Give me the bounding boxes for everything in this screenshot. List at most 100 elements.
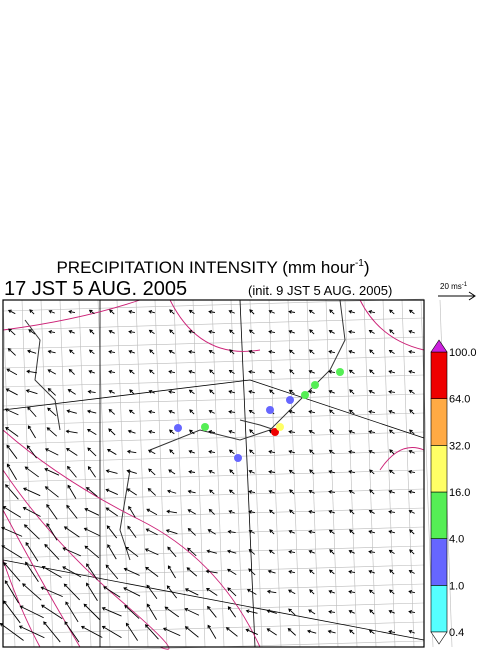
title-main: PRECIPITATION INTENSITY (mm hour [56,258,355,277]
colorbar-segment [430,491,448,539]
wind-arrow [147,487,156,496]
wind-arrow [289,369,295,375]
colorbar-under [430,631,448,645]
wind-arrow [309,329,315,335]
grid-line [2,374,425,388]
wind-arrow [209,389,215,395]
wind-arrow [328,329,335,334]
wind-arrow [409,529,415,535]
wind-arrow [368,589,375,595]
wind-arrow [228,509,235,514]
wind-arrow [43,621,61,643]
wind-arrow [46,427,58,437]
wind-arrow [306,629,317,634]
wind-arrow [227,587,237,597]
rain-cell [174,424,182,432]
colorbar-label: 100.0 [449,347,477,359]
wind-arrow [388,549,395,554]
wind-arrow [40,604,63,620]
grid-line [230,299,244,648]
wind-arrow [167,565,176,579]
wind-arrow [25,541,39,562]
wind-arrow [369,369,375,375]
wind-arrow [266,628,277,636]
wind-arrow [188,309,195,315]
wind-arrow [408,489,416,494]
wind-arrow [148,309,156,314]
grid-line [2,621,425,635]
wind-arrow [7,309,16,315]
wind-arrow [328,449,335,455]
wind-arrow [348,429,355,434]
wind-arrow [288,529,295,534]
wind-arrow [348,309,356,314]
wind-arrow [128,505,136,518]
wind-arrow [44,448,59,456]
rain-cell [286,396,294,404]
wind-arrow [22,506,41,517]
wind-arrow [248,369,256,374]
wind-arrow [149,369,155,375]
wind-arrow [184,607,200,616]
wind-arrow [388,629,396,634]
wind-arrow [388,489,395,494]
grid-line [59,299,73,648]
wind-arrow [63,583,80,601]
wind-arrow [368,449,375,454]
grid-line [2,317,425,331]
wind-arrow [209,489,215,495]
wind-arrow [409,409,415,415]
grid-line [2,431,425,445]
wind-arrow [309,469,315,475]
wind-arrow [268,449,276,454]
wind-arrow [389,329,395,335]
wind-arrow [29,309,35,315]
wind-arrow [47,369,57,375]
wind-arrow [188,389,195,395]
wind-arrow [208,429,216,434]
wind-arrow [269,529,275,535]
wind-arrow [408,309,415,315]
colorbar-segment [430,445,448,493]
wind-arrow [206,587,218,596]
wind-arrow [388,429,395,435]
wind-arrow [3,562,21,582]
wind-arrow [105,488,118,495]
wind-arrow [228,369,235,374]
wind-arrow [329,429,335,435]
wind-arrow [368,549,376,554]
wind-arrow [128,409,135,415]
wind-arrow [266,589,277,594]
wind-arrow [1,526,23,537]
wind-arrow [348,569,356,574]
wind-arrow [146,508,158,516]
wind-arrow [268,549,275,555]
wind-arrow [248,529,255,534]
wind-arrow [208,309,216,314]
map-frame [2,299,425,648]
wind-arrow [108,369,116,374]
wind-arrow [27,349,37,354]
wind-legend-arrow [438,291,476,301]
wind-arrow [207,605,217,618]
wind-arrow [88,309,95,315]
colorbar-segment [430,398,448,446]
wind-arrow [228,429,235,434]
wind-arrow [149,349,155,355]
wind-arrow [309,569,315,575]
wind-arrow [309,449,315,455]
wind-arrow [65,448,78,456]
wind-arrow [228,309,235,314]
wind-arrow [348,369,355,375]
wind-arrow [108,349,116,354]
wind-arrow [408,609,416,614]
wind-arrow [228,449,235,455]
grid-line [192,299,206,648]
wind-arrow [83,527,100,537]
wind-arrow [248,509,256,514]
wind-arrow [409,429,415,435]
colorbar-label: 64.0 [449,394,470,406]
colorbar-segment [430,351,448,399]
wind-arrow [389,589,395,595]
wind-arrow [288,589,296,595]
